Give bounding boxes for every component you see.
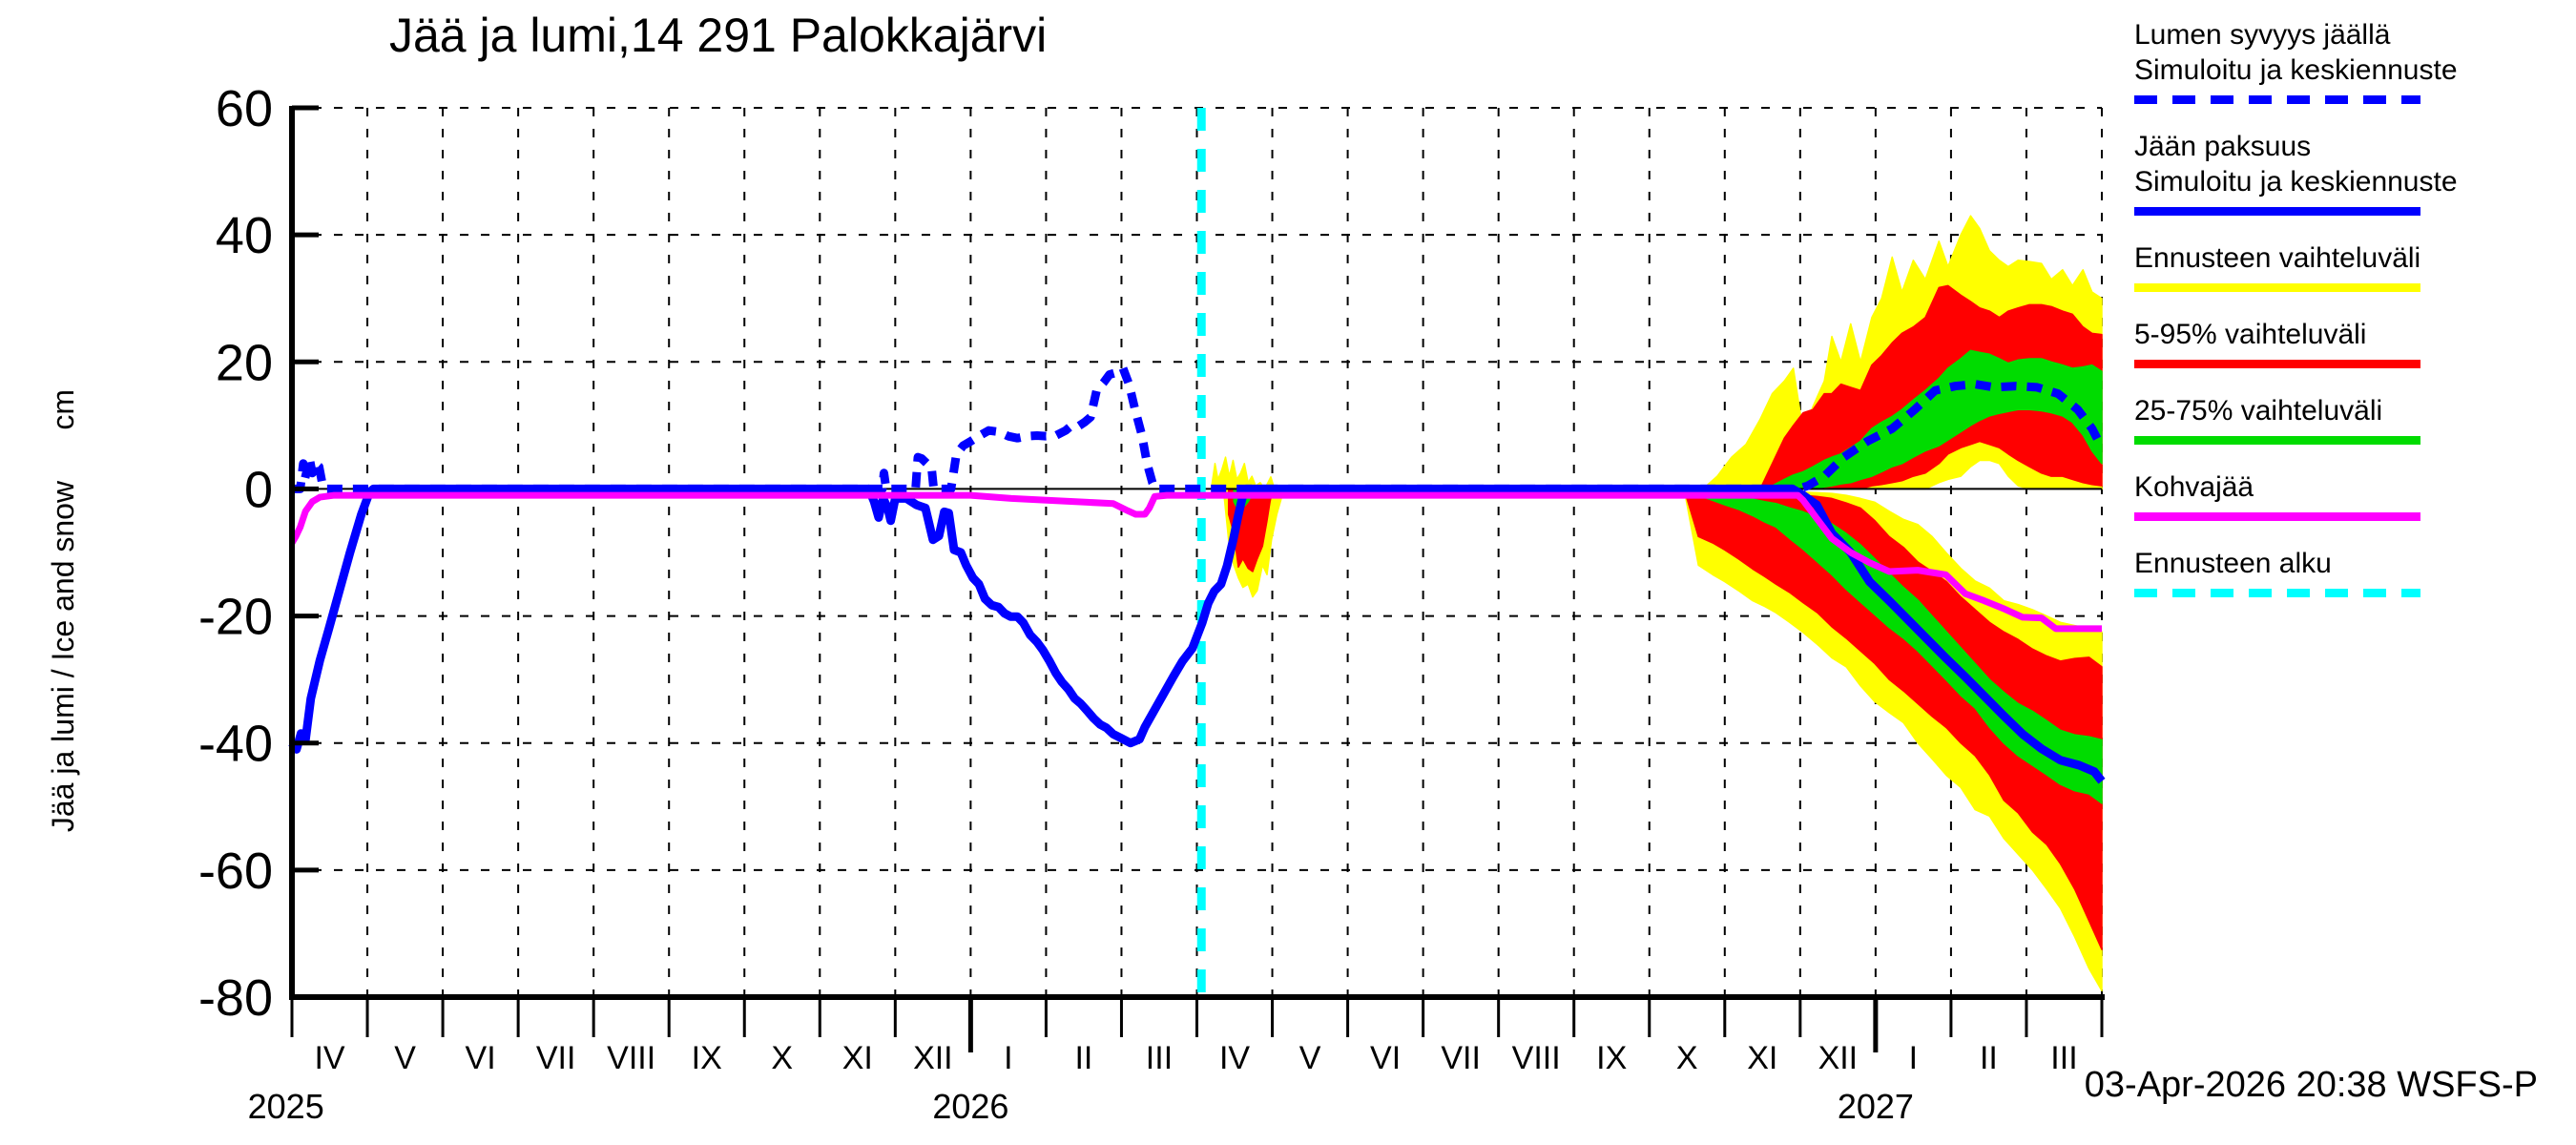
legend-label: Ennusteen vaihteluväli	[2134, 242, 2421, 274]
legend-line-sample	[2134, 512, 2420, 521]
x-month-label: X	[1676, 1040, 1698, 1076]
x-month-label: XII	[913, 1040, 953, 1076]
y-tick-label: 0	[244, 461, 273, 518]
x-month-label: III	[1146, 1040, 1173, 1076]
legend-item-kohvajaa: Kohvajää	[2134, 469, 2573, 521]
x-month-label: VII	[1441, 1040, 1481, 1076]
x-month-label: III	[2050, 1040, 2077, 1076]
legend-item-snow-depth-simulated: Lumen syvyys jäällä Simuloitu ja keskienn…	[2134, 17, 2573, 104]
x-month-label: VII	[536, 1040, 576, 1076]
band-melt-snow-minmax	[1210, 456, 1276, 490]
legend-item-forecast-range: Ennusteen vaihteluväli	[2134, 240, 2573, 292]
y-tick-label: -80	[198, 969, 273, 1027]
legend-line-sample	[2134, 207, 2420, 216]
y-tick-label: 40	[216, 207, 273, 264]
line-kohvajaa-line	[288, 491, 2102, 633]
y-tick-label: -40	[198, 716, 273, 773]
x-month-label: I	[1909, 1040, 1918, 1076]
legend-item-forecast-start: Ennusteen alku	[2134, 546, 2573, 597]
line-snow-depth-median	[292, 364, 2107, 493]
legend-line-sample	[2134, 95, 2420, 104]
x-month-label: IX	[692, 1040, 722, 1076]
x-month-label: VIII	[1512, 1040, 1561, 1076]
legend-line-sample	[2134, 360, 2420, 368]
x-month-label: II	[1074, 1040, 1092, 1076]
x-month-label: IX	[1596, 1040, 1627, 1076]
y-tick-label: -60	[198, 843, 273, 900]
y-tick-label: 60	[216, 80, 273, 137]
timestamp-label: 03-Apr-2026 20:38 WSFS-P	[2084, 1065, 2538, 1105]
x-month-label: VIII	[607, 1040, 655, 1076]
x-month-label: V	[394, 1040, 416, 1076]
legend-label: Lumen syvyys jäällä	[2134, 19, 2391, 51]
legend-item-range-5-95: 5-95% vaihteluväli	[2134, 317, 2573, 368]
y-tick-label: -20	[198, 589, 273, 646]
x-month-label: XII	[1818, 1040, 1859, 1076]
x-year-label: 2025	[248, 1087, 324, 1126]
legend-item-range-25-75: 25-75% vaihteluväli	[2134, 393, 2573, 445]
legend-line-sample	[2134, 283, 2420, 292]
x-year-label: 2027	[1838, 1087, 1914, 1126]
legend-label: 25-75% vaihteluväli	[2134, 395, 2383, 427]
x-month-label: VI	[1370, 1040, 1401, 1076]
x-year-label: 2026	[932, 1087, 1008, 1126]
legend-label: Ennusteen alku	[2134, 548, 2332, 579]
legend-item-ice-thickness-simulated: Jään paksuus Simuloitu ja keskiennuste	[2134, 129, 2573, 216]
legend-label: Simuloitu ja keskiennuste	[2134, 166, 2458, 198]
x-month-label: IV	[314, 1040, 344, 1076]
y-tick-label: 20	[216, 334, 273, 391]
x-month-label: X	[771, 1040, 793, 1076]
x-month-label: IV	[1219, 1040, 1250, 1076]
legend: Lumen syvyys jäällä Simuloitu ja keskienn…	[2134, 17, 2573, 622]
legend-label: Simuloitu ja keskiennuste	[2134, 54, 2458, 86]
legend-label: Jään paksuus	[2134, 131, 2312, 162]
y-axis-label: Jää ja lumi / Ice and snow cm	[46, 388, 80, 833]
x-month-label: II	[1980, 1040, 1998, 1076]
x-month-label: I	[1004, 1040, 1012, 1076]
x-month-label: XI	[1747, 1040, 1777, 1076]
legend-label: 5-95% vaihteluväli	[2134, 319, 2367, 350]
x-month-label: XI	[842, 1040, 873, 1076]
legend-line-sample	[2134, 436, 2420, 445]
page-title: Jää ja lumi,14 291 Palokkajärvi	[389, 9, 1048, 62]
x-month-label: VI	[466, 1040, 496, 1076]
legend-line-sample	[2134, 589, 2420, 597]
x-month-label: V	[1299, 1040, 1321, 1076]
legend-label: Kohvajää	[2134, 471, 2254, 503]
